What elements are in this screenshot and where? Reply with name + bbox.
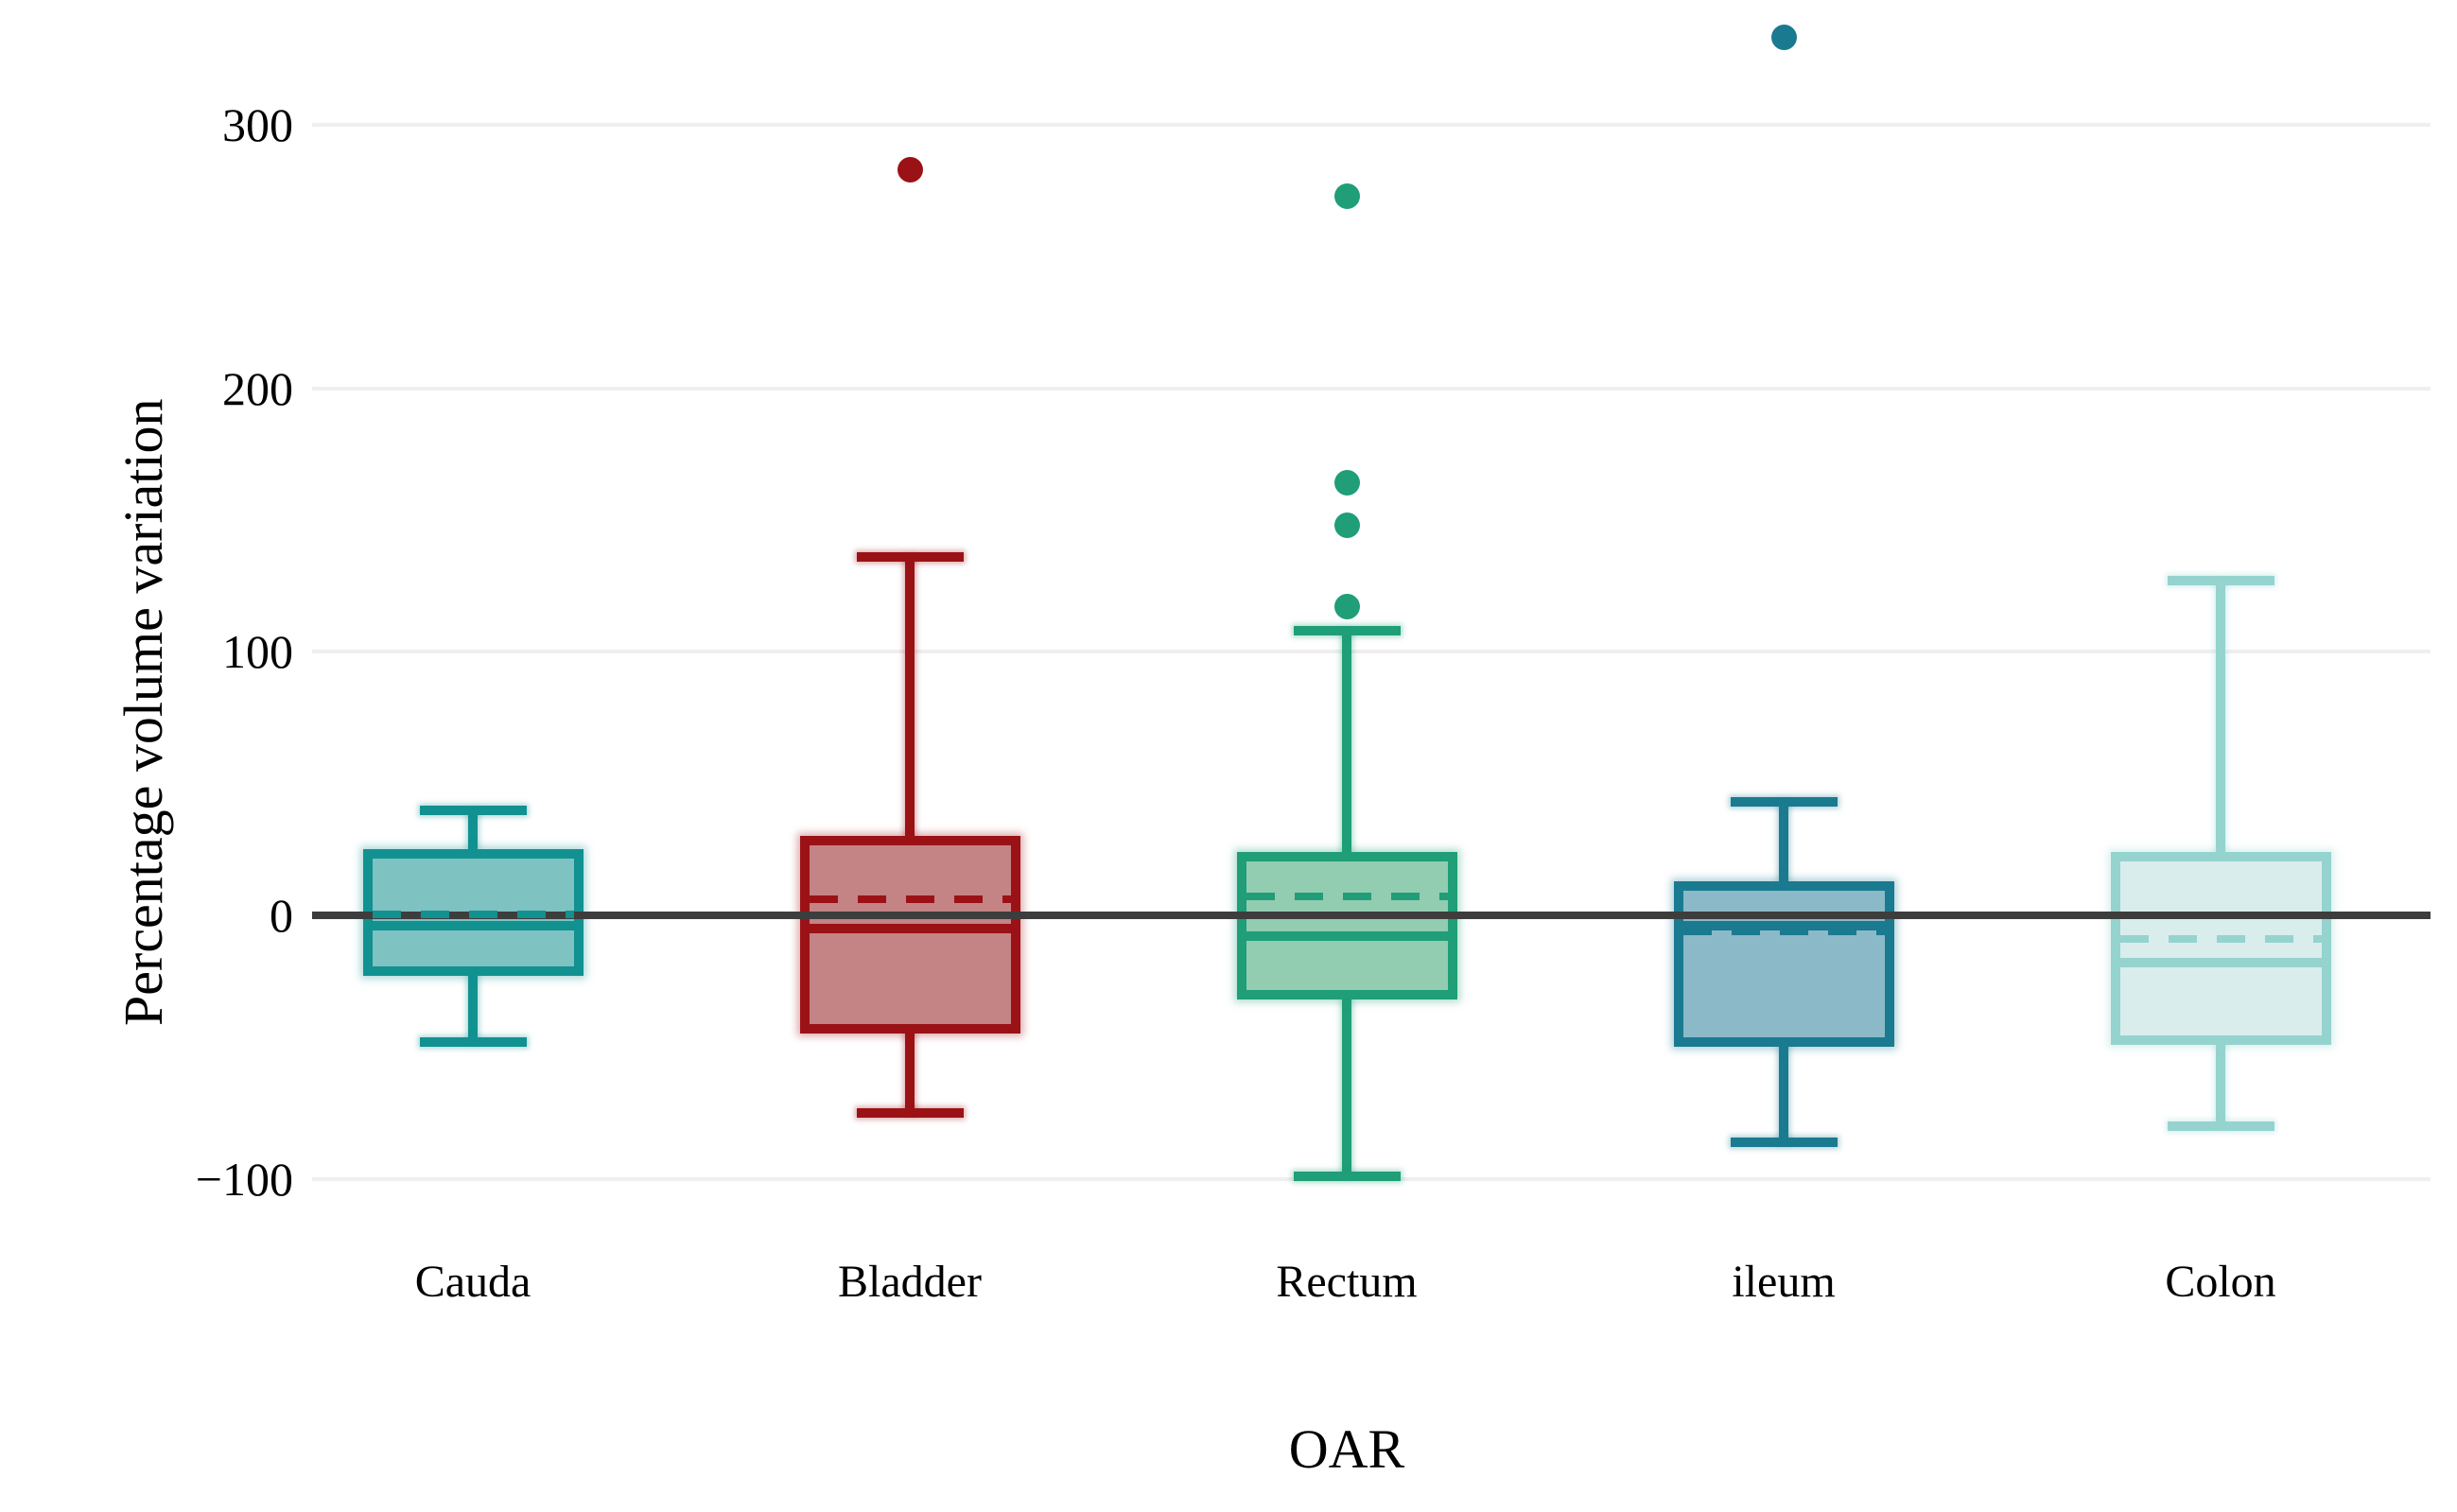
outlier-rectum-3 [1333, 182, 1360, 209]
mean-line-cauda [372, 910, 574, 918]
gridline-200 [312, 386, 2431, 391]
gridline-100 [312, 650, 2431, 654]
upper-whisker-ileum [1779, 802, 1788, 881]
outlier-rectum-0 [1333, 594, 1360, 620]
x-tick-label-cauda: Cauda [414, 1257, 531, 1307]
lower-whisker-cap-bladder [856, 1108, 964, 1119]
mean-line-rectum [1246, 893, 1448, 901]
iqr-box-ileum [1673, 880, 1894, 1048]
median-line-cauda [372, 921, 574, 931]
iqr-box-bladder [799, 836, 1020, 1034]
lower-whisker-cap-cauda [419, 1036, 527, 1047]
x-tick-label-rectum: Rectum [1276, 1257, 1418, 1307]
y-tick-label--100: −100 [195, 1152, 293, 1206]
lower-whisker-rectum [1342, 999, 1351, 1176]
outlier-ileum-0 [1770, 25, 1797, 51]
upper-whisker-cauda [468, 809, 478, 850]
y-tick-label-0: 0 [270, 889, 293, 942]
x-tick-label-bladder: Bladder [838, 1257, 982, 1307]
lower-whisker-bladder [905, 1034, 915, 1114]
median-line-bladder [809, 923, 1011, 933]
iqr-box-rectum [1236, 852, 1457, 1000]
upper-whisker-cap-bladder [856, 551, 964, 562]
upper-whisker-colon [2216, 581, 2225, 853]
upper-whisker-cap-ileum [1730, 797, 1838, 808]
lower-whisker-colon [2216, 1044, 2225, 1126]
outlier-rectum-1 [1333, 513, 1360, 539]
upper-whisker-bladder [905, 556, 915, 837]
lower-whisker-cap-rectum [1293, 1171, 1401, 1181]
gridline-300 [312, 122, 2431, 127]
upper-whisker-cap-colon [2167, 576, 2274, 586]
median-line-ileum [1682, 921, 1885, 931]
lower-whisker-ileum [1779, 1047, 1788, 1142]
lower-whisker-cauda [468, 976, 478, 1042]
mean-line-colon [2119, 935, 2322, 944]
x-axis-title: OAR [1288, 1418, 1405, 1480]
median-line-colon [2119, 958, 2322, 968]
zero-axis-line [312, 912, 2431, 919]
iqr-box-colon [2110, 852, 2331, 1045]
mean-line-bladder [809, 895, 1011, 904]
y-tick-label-100: 100 [222, 625, 293, 679]
outlier-bladder-0 [897, 156, 923, 182]
x-tick-label-ileum: ileum [1732, 1257, 1836, 1307]
upper-whisker-cap-cauda [419, 805, 527, 815]
upper-whisker-rectum [1342, 631, 1351, 853]
y-tick-label-200: 200 [222, 361, 293, 415]
lower-whisker-cap-ileum [1730, 1137, 1838, 1147]
upper-whisker-cap-rectum [1293, 626, 1401, 635]
lower-whisker-cap-colon [2167, 1121, 2274, 1131]
x-tick-label-colon: Colon [2165, 1257, 2276, 1307]
median-line-rectum [1246, 931, 1448, 942]
y-tick-label-300: 300 [222, 97, 293, 151]
outlier-rectum-2 [1333, 470, 1360, 496]
mean-line-ileum [1682, 927, 1885, 935]
